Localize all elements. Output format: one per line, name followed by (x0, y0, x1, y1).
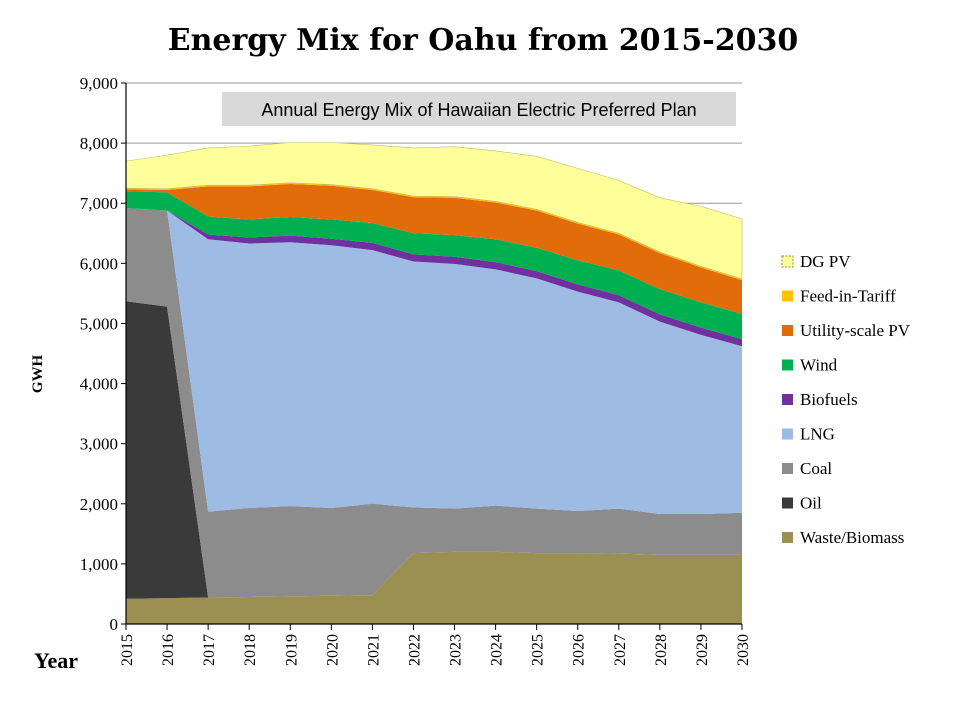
legend-swatch-waste-biomass (782, 532, 793, 543)
x-tick-label: 2023 (448, 634, 465, 666)
legend-label-wind: Wind (800, 356, 838, 375)
legend: DG PV Feed-in-Tariff Utility-scale PV Wind B… (781, 252, 911, 547)
x-tick-label: 2018 (242, 634, 259, 666)
x-tick-label: 2024 (489, 634, 506, 666)
y-tick-label: 6,000 (80, 254, 118, 273)
y-tick-label: 0 (110, 615, 119, 634)
legend-label-utility-scale-pv: Utility-scale PV (800, 321, 911, 340)
area-wind (126, 191, 742, 340)
area-dg-pv (125, 142, 743, 280)
x-tick-label: 2030 (735, 634, 752, 666)
axes (121, 82, 743, 630)
legend-label-feed-in-tariff: Feed-in-Tariff (800, 287, 896, 306)
x-tick-label: 2019 (283, 634, 300, 666)
legend-swatch-utility-scale-pv (782, 325, 793, 336)
legend-label-biofuels: Biofuels (800, 390, 858, 409)
x-tick-label: 2015 (119, 634, 136, 666)
y-tick-label: 5,000 (80, 314, 118, 333)
legend-swatch-lng (782, 428, 793, 440)
x-tick-label: 2029 (694, 634, 711, 666)
x-tick-labels: 2015 2016 2017 2018 2019 2020 2021 2022 2023 2024… (119, 634, 752, 666)
x-axis-label: Year (34, 648, 78, 673)
x-tick-label: 2026 (571, 634, 588, 666)
y-tick-label: 7,000 (80, 194, 118, 213)
legend-label-coal: Coal (800, 459, 832, 478)
y-tick-label: 2,000 (80, 495, 118, 514)
y-tick-labels: 0 1,000 2,000 3,000 4,000 5,000 6,000 7,000 8,00… (80, 74, 118, 634)
x-tick-label: 2025 (530, 634, 547, 666)
y-tick-label: 9,000 (80, 74, 118, 93)
x-tick-label: 2027 (612, 634, 629, 666)
x-tick-label: 2016 (160, 634, 177, 666)
y-tick-label: 1,000 (80, 555, 118, 574)
y-axis-label: GWH (30, 355, 46, 394)
legend-label-lng: LNG (800, 425, 835, 444)
legend-swatch-feed-in-tariff (782, 290, 793, 302)
area-lng (126, 208, 742, 514)
x-tick-label: 2017 (201, 634, 218, 666)
subtitle-background (222, 92, 736, 126)
y-tick-label: 8,000 (80, 134, 118, 153)
x-tick-label: 2022 (406, 634, 423, 666)
legend-label-dg-pv: DG PV (800, 252, 851, 271)
y-tick-label: 3,000 (80, 435, 118, 454)
area-waste-biomass (126, 551, 742, 624)
area-oil (126, 301, 742, 599)
area-series-group (125, 142, 743, 624)
area-coal (126, 208, 742, 598)
legend-label-oil: Oil (800, 494, 822, 513)
legend-label-waste-biomass: Waste/Biomass (800, 528, 904, 547)
legend-swatch-biofuels (782, 394, 793, 405)
x-tick-label: 2028 (653, 634, 670, 666)
chart-title: Energy Mix for Oahu from 2015-2030 (168, 23, 799, 58)
legend-swatch-coal (782, 463, 793, 474)
area-utility-scale-pv (126, 183, 742, 314)
x-tick-label: 2020 (324, 634, 341, 666)
y-tick-label: 4,000 (80, 375, 118, 394)
chart-subtitle: Annual Energy Mix of Hawaiian Electric P… (261, 100, 696, 120)
legend-swatch-dg-pv (781, 255, 794, 268)
subtitle-box: Annual Energy Mix of Hawaiian Electric P… (222, 92, 736, 126)
legend-swatch-wind (782, 359, 793, 371)
x-tick-label: 2021 (365, 634, 382, 666)
legend-swatch-oil (782, 497, 793, 509)
